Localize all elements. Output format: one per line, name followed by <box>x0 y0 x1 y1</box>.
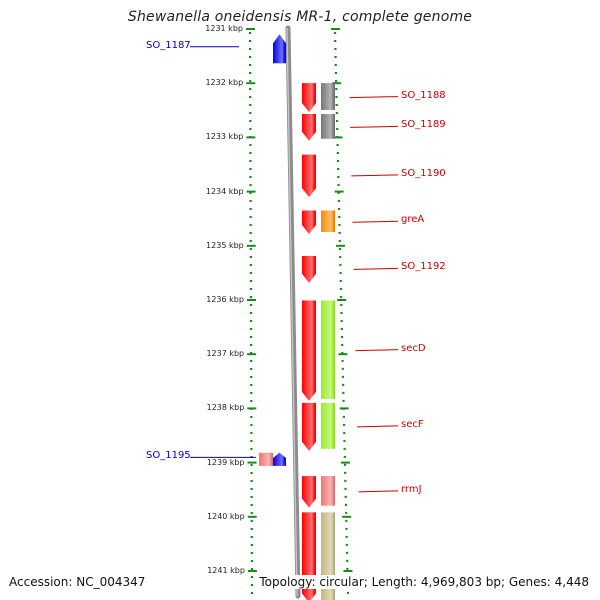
ruler-tick-label: 1235 kbp <box>206 240 244 250</box>
cog-block-rrmj-shade <box>321 476 335 506</box>
ruler-tick-label: 1239 kbp <box>206 457 245 467</box>
ruler-tick-label: 1233 kbp <box>205 132 244 142</box>
gene-label-so-1187[interactable]: SO_1187 <box>146 39 191 51</box>
accession-text: Accession: NC_004347 <box>9 575 146 589</box>
ruler-tick-label: 1232 kbp <box>205 78 244 88</box>
ruler-tick-label: 1240 kbp <box>207 511 245 521</box>
ruler-right <box>333 31 350 596</box>
gene-arrow-so-1195-shade <box>273 452 286 466</box>
topology-text: Topology: circular; Length: 4,969,803 bp… <box>259 575 589 589</box>
ruler-tick-label: 1234 kbp <box>205 186 244 196</box>
cog-block-so-1188-shade <box>321 83 335 111</box>
gene-arrow-so-1192-shade <box>302 256 316 283</box>
gene-arrow-so-1190-shade <box>302 154 316 198</box>
ruler-tick-label: 1231 kbp <box>205 24 243 33</box>
label-line-so-1189 <box>350 125 399 128</box>
gene-arrow-so-1187-shade <box>273 34 286 64</box>
gene-label-so-1192[interactable]: SO_1192 <box>401 261 446 273</box>
gene-arrow-so-1188-shade <box>302 83 316 113</box>
gene-arrow-secd-shade <box>302 300 316 401</box>
label-line-so-1190 <box>351 174 399 177</box>
ruler-tick-label: 1237 kbp <box>206 349 245 359</box>
label-line-secf <box>357 425 399 428</box>
cog-block-secd-shade <box>321 300 335 399</box>
gene-arrow-grea-shade <box>302 210 316 234</box>
gene-label-so-1190[interactable]: SO_1190 <box>401 167 446 179</box>
label-line-rrmj <box>358 490 399 493</box>
gene-arrow-rrmj-shade <box>302 476 316 508</box>
label-line-grea <box>352 220 399 223</box>
chromosome-axis-highlight <box>286 27 298 597</box>
label-line-so-1188 <box>349 96 399 99</box>
cog-block-secf-shade <box>321 402 335 449</box>
label-line-so-1192 <box>353 267 399 270</box>
gene-label-so-1195[interactable]: SO_1195 <box>146 450 191 462</box>
gene-label-secd[interactable]: secD <box>401 342 426 354</box>
gene-label-so-1188[interactable]: SO_1188 <box>401 89 446 101</box>
gene-label-rrmj[interactable]: rrmJ <box>401 483 422 495</box>
ruler-left <box>248 31 254 596</box>
ruler-tick-label: 1241 kbp <box>207 566 245 575</box>
label-line-secd <box>355 349 399 352</box>
gene-arrow-secf-shade <box>302 402 316 451</box>
gene-label-secf[interactable]: secF <box>401 418 424 430</box>
gene-label-so-1189[interactable]: SO_1189 <box>401 119 446 131</box>
gene-label-grea[interactable]: greA <box>401 214 425 226</box>
ruler-tick-label: 1236 kbp <box>206 295 244 304</box>
ruler-tick-label: 1238 kbp <box>206 403 245 413</box>
cog-block-so-1195-shade <box>259 452 273 466</box>
map-title: Shewanella oneidensis MR-1, complete gen… <box>127 9 473 25</box>
chromosome-axis <box>285 25 301 599</box>
cog-block-so-1189-shade <box>321 114 335 139</box>
cog-block-grea-shade <box>321 210 335 232</box>
gene-arrow-so-1189-shade <box>302 114 316 141</box>
